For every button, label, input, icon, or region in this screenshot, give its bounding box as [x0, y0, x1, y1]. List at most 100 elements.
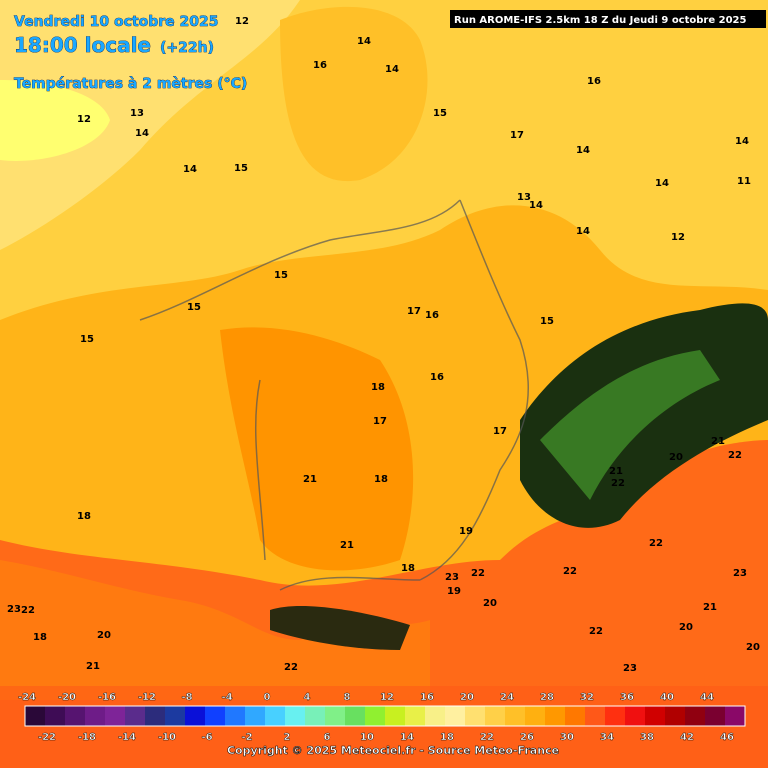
temperature-label: 14	[385, 64, 399, 75]
scale-label: 26	[520, 732, 534, 743]
scale-label: -4	[221, 692, 232, 703]
scale-label: 28	[540, 692, 554, 703]
temperature-label: 23	[7, 604, 21, 615]
scale-swatch	[585, 706, 605, 726]
scale-label: -14	[118, 732, 136, 743]
scale-label: -24	[18, 692, 36, 703]
temperature-label: 20	[669, 452, 683, 463]
temperature-label: 17	[510, 130, 524, 141]
temperature-label: 16	[430, 372, 444, 383]
alps-cold	[540, 350, 720, 500]
scale-label: 24	[500, 692, 514, 703]
temperature-label: 22	[471, 568, 485, 579]
scale-label: 22	[480, 732, 494, 743]
temperature-label: 16	[425, 310, 439, 321]
temperature-label: 19	[447, 586, 461, 597]
scale-swatch	[205, 706, 225, 726]
scale-label: 14	[400, 732, 414, 743]
scale-swatch	[265, 706, 285, 726]
scale-swatch	[545, 706, 565, 726]
scale-label: 38	[640, 732, 654, 743]
temperature-label: 17	[493, 426, 507, 437]
temperature-label: 20	[483, 598, 497, 609]
scale-label: 6	[324, 732, 331, 743]
scale-swatch	[345, 706, 365, 726]
scale-label: -12	[138, 692, 156, 703]
scale-label: -6	[201, 732, 212, 743]
temperature-label: 15	[433, 108, 447, 119]
scale-frame	[24, 705, 746, 727]
scale-swatch	[565, 706, 585, 726]
temperature-label: 21	[711, 436, 725, 447]
temperature-label: 12	[235, 16, 249, 27]
temperature-label: 18	[374, 474, 388, 485]
scale-label: 36	[620, 692, 634, 703]
scale-swatch	[445, 706, 465, 726]
temperature-label: 18	[77, 511, 91, 522]
scale-swatch	[625, 706, 645, 726]
temperature-label: 20	[97, 630, 111, 641]
temperature-label: 16	[587, 76, 601, 87]
cool-zone	[0, 80, 110, 161]
temperature-label: 11	[737, 176, 751, 187]
scale-swatch	[465, 706, 485, 726]
scale-label: 34	[600, 732, 614, 743]
temperature-label: 18	[33, 632, 47, 643]
temperature-label: 20	[746, 642, 760, 653]
scale-swatch	[365, 706, 385, 726]
scale-label: 42	[680, 732, 694, 743]
temperature-label: 14	[655, 178, 669, 189]
scale-label: 10	[360, 732, 374, 743]
color-scale: -24 -20 -16 -12 -8 -4 0 4 8 12 16 20 24 28 32 36 40 44-22…	[18, 692, 746, 743]
forecast-lead: (+22h)	[160, 40, 214, 56]
temperature-label: 15	[187, 302, 201, 313]
scale-swatch	[185, 706, 205, 726]
temperature-label: 14	[529, 200, 543, 211]
temperature-label: 15	[80, 334, 94, 345]
scale-label: 46	[720, 732, 734, 743]
scale-backdrop	[0, 686, 768, 768]
scale-swatch	[405, 706, 425, 726]
temperature-label: 22	[284, 662, 298, 673]
temperature-label: 17	[407, 306, 421, 317]
scale-label: -20	[58, 692, 76, 703]
temperature-label: 14	[357, 36, 371, 47]
temperature-label: 17	[373, 416, 387, 427]
temperature-label: 16	[313, 60, 327, 71]
copyright: Copyright © 2025 Meteociel.fr - Source M…	[227, 744, 559, 757]
southwest-zone	[220, 327, 414, 571]
borders	[139, 199, 530, 591]
temperature-label: 18	[371, 382, 385, 393]
temperature-label: 20	[679, 622, 693, 633]
temperature-label: 14	[735, 136, 749, 147]
scale-label: 32	[580, 692, 594, 703]
temperature-label: 23	[623, 663, 637, 674]
inland-zone	[280, 6, 428, 182]
temperature-label: 21	[303, 474, 317, 485]
temperature-label: 22	[611, 478, 625, 489]
scale-label: 2	[284, 732, 291, 743]
scale-label: -2	[241, 732, 252, 743]
temperature-label: 15	[274, 270, 288, 281]
scale-swatch	[25, 706, 45, 726]
spain-zone	[0, 560, 430, 700]
temperature-label: 21	[340, 540, 354, 551]
temperature-label: 13	[130, 108, 144, 119]
scale-label: 20	[460, 692, 474, 703]
temperature-label: 22	[589, 626, 603, 637]
channel-zone	[0, 0, 300, 250]
scale-swatch	[285, 706, 305, 726]
scale-swatch	[665, 706, 685, 726]
scale-label: 44	[700, 692, 714, 703]
temperature-label: 14	[576, 145, 590, 156]
temperature-label: 22	[21, 605, 35, 616]
scale-label: -18	[78, 732, 96, 743]
temperature-label: 21	[86, 661, 100, 672]
forecast-date: Vendredi 10 octobre 2025	[14, 14, 219, 30]
scale-swatch	[485, 706, 505, 726]
scale-swatch	[645, 706, 665, 726]
temperature-label: 22	[728, 450, 742, 461]
run-banner	[450, 10, 766, 28]
